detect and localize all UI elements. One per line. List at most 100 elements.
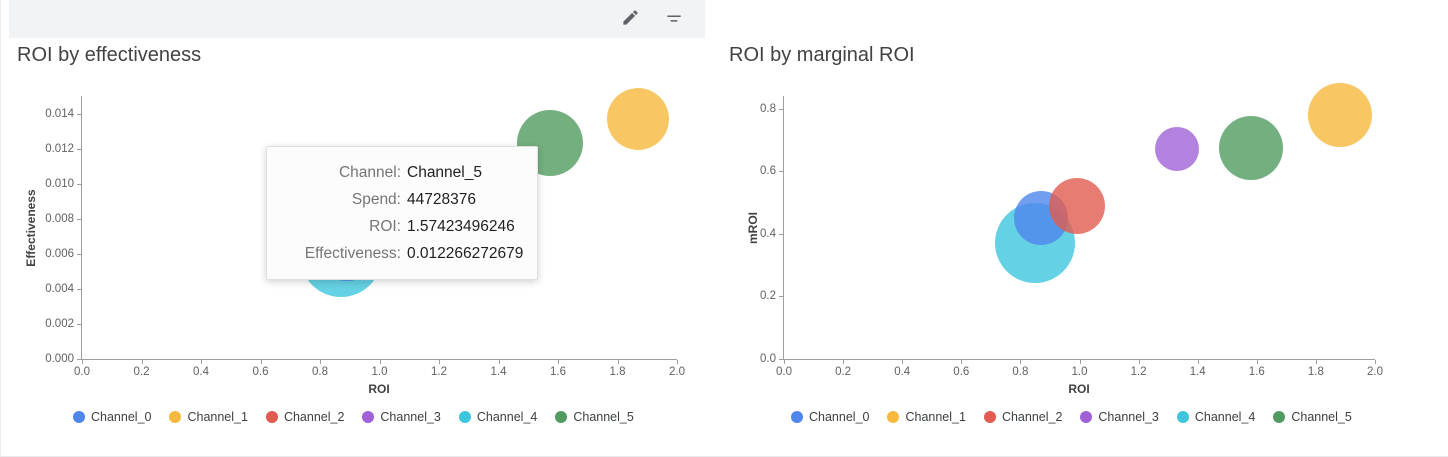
x-tick-mark [379,360,381,364]
x-tick-mark [784,360,785,364]
bubble-Channel_5[interactable] [1218,115,1283,180]
legend-dot [555,411,568,423]
legend-dot [73,411,85,423]
x-tick-mark [1138,360,1140,364]
x-tick-label: 1.0 [371,366,388,378]
tooltip-value: Channel_5 [407,164,482,181]
bubble-Channel_2[interactable] [1048,177,1105,234]
y-tick-mark [779,359,783,360]
legend-label: Channel_0 [91,410,152,424]
legend-item-Channel_0[interactable]: Channel_0 [73,410,151,424]
y-axis-label: Effectiveness [24,189,38,267]
y-tick-label: 0.004 [45,282,74,295]
x-tick-mark [1079,360,1081,364]
legend-item-Channel_2[interactable]: Channel_2 [265,410,344,424]
legend-item-Channel_1[interactable]: Channel_1 [887,410,966,424]
x-tick-label: 0.2 [835,366,852,378]
x-tick-mark [141,360,143,364]
x-tick-mark [1197,360,1199,364]
tooltip-row: Effectiveness: 0.012266272679 [283,240,524,267]
y-tick-mark [77,359,81,360]
y-tick-label: 0.010 [45,177,74,190]
legend-dot [265,411,278,423]
tooltip-row: ROI: 1.57423496246 [283,213,521,240]
y-tick-label: 0.002 [45,317,74,330]
chart-roi-by-effectiveness: ROI by effectiveness Effectiveness 0.0 0.… [1,0,713,456]
y-axis-label: mROI [746,211,760,245]
x-tick-label: 1.2 [431,366,447,378]
y-tick-mark [77,323,81,325]
tooltip-value: 1.57423496246 [407,218,515,235]
y-tick-mark [77,288,81,290]
legend-label: Channel_0 [809,410,870,424]
filter-lines-icon [664,8,684,31]
legend-item-Channel_0[interactable]: Channel_0 [791,410,869,424]
legend-item-Channel_1[interactable]: Channel_1 [169,410,248,424]
x-tick-label: 0.8 [1012,366,1029,378]
y-tick-label: 0.008 [45,212,74,225]
y-tick-label: 0.014 [45,107,74,120]
tooltip-label: ROI: [369,218,401,235]
legend-dot [983,411,996,423]
legend-item-Channel_5[interactable]: Channel_5 [555,410,634,424]
y-tick-mark [779,296,783,298]
legend-dot [458,411,471,423]
legend-label: Channel_3 [1098,410,1159,424]
legend-label: Channel_5 [573,410,634,424]
x-tick-label: 2.0 [669,366,685,378]
x-tick-label: 1.6 [1248,366,1265,378]
tooltip-value: 44728376 [407,191,476,208]
x-tick-label: 0.4 [894,366,911,378]
legend-dot [1176,411,1189,423]
x-tick-label: 1.4 [490,366,507,378]
x-tick-label: 1.0 [1071,366,1088,378]
x-axis-label: ROI [1068,382,1090,396]
y-tick-mark [779,108,783,110]
y-tick-label: 0.012 [45,142,74,155]
legend-label: Channel_1 [187,410,248,424]
legend-item-Channel_4[interactable]: Channel_4 [1176,410,1255,424]
chart-title: ROI by marginal ROI [729,44,915,66]
bubble-Channel_1[interactable] [1307,82,1372,147]
x-tick-label: 1.4 [1189,366,1206,378]
x-tick-mark [201,360,202,364]
legend-item-Channel_4[interactable]: Channel_4 [458,410,538,424]
y-tick-mark [77,113,81,115]
filter-button[interactable] [657,4,691,34]
legend: Channel_0 Channel_1 Channel_2 Channel_3 Chan… [791,410,1352,424]
tooltip-row: Channel: Channel_5 [283,159,521,186]
chart-tooltip: Channel: Channel_5 Spend: 44728376 ROI: 1.574… [266,146,538,280]
legend-dot [1080,411,1093,423]
tooltip-row: Spend: 44728376 [283,186,521,213]
legend-dot [169,411,182,423]
toolbar [9,0,705,38]
bubble-Channel_3[interactable] [1155,127,1199,172]
tooltip-label: Spend: [351,191,401,208]
x-tick-mark [320,360,321,364]
chart-roi-by-marginal-roi: ROI by marginal ROI mROI 0.0 0.2 0.4 0.6 0.8… [713,0,1448,456]
legend-item-Channel_3[interactable]: Channel_3 [362,410,441,424]
x-tick-mark [843,360,845,364]
x-tick-label: 0.0 [776,366,792,378]
y-tick-label: 0.2 [760,290,776,303]
x-tick-label: 0.4 [193,366,209,378]
bubble-Channel_1[interactable] [607,87,670,150]
tooltip-label: Effectiveness: [304,245,401,262]
x-tick-label: 2.0 [1367,366,1383,378]
y-tick-label: 0.006 [45,247,74,260]
x-tick-mark [498,360,500,364]
legend-label: Channel_4 [476,410,538,424]
pencil-icon [621,8,640,30]
legend-item-Channel_5[interactable]: Channel_5 [1273,410,1352,424]
chart-title: ROI by effectiveness [17,44,202,66]
legend-dot [1273,411,1286,423]
edit-button[interactable] [613,4,647,34]
y-tick-label: 0.6 [760,165,776,178]
legend-item-Channel_3[interactable]: Channel_3 [1080,410,1159,424]
y-tick-label: 0.0 [760,353,776,365]
x-tick-label: 1.6 [550,366,566,378]
x-tick-mark [260,360,262,364]
legend-item-Channel_2[interactable]: Channel_2 [983,410,1062,424]
legend-label: Channel_5 [1291,410,1352,424]
